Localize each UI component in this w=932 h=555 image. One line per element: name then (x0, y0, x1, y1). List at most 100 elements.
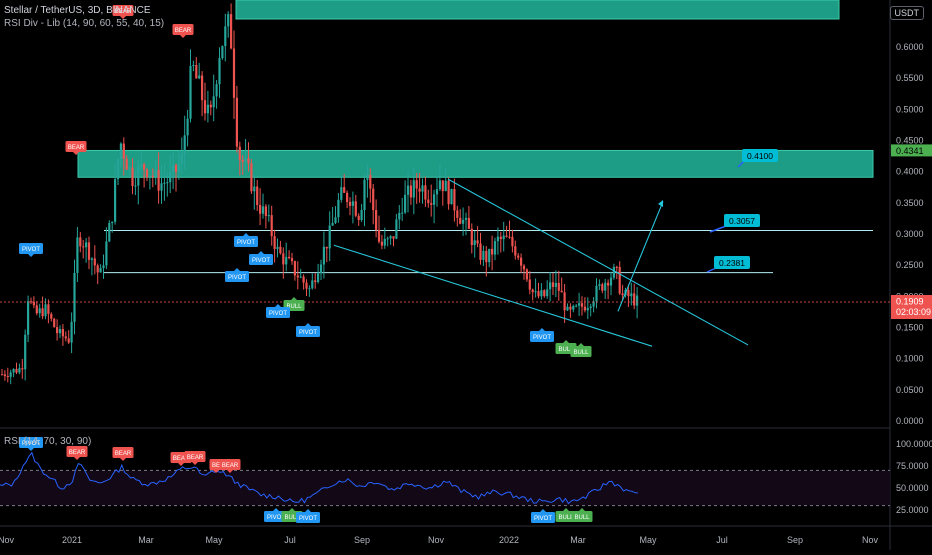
pivot-badge-box (249, 254, 273, 265)
symbol-title: Stellar / TetherUS, 3D, BINANCE (4, 5, 151, 16)
candle-body (137, 166, 140, 186)
candle-body (444, 180, 447, 192)
price-tick: 0.2500 (896, 260, 924, 270)
candle-body (105, 241, 108, 266)
candle-body (430, 203, 433, 205)
candle-body (575, 305, 578, 307)
candle-body (241, 159, 244, 162)
price-tick: 0.3000 (896, 229, 924, 239)
candle-body (21, 368, 24, 370)
candle-body (67, 338, 70, 343)
candle-body (447, 180, 450, 205)
candle-body (172, 164, 175, 173)
bull-badge-box (571, 511, 593, 522)
candle-body (601, 284, 604, 291)
candle-body (256, 186, 259, 205)
candle-body (569, 306, 572, 310)
candle-body (317, 273, 320, 283)
candle-body (82, 246, 85, 248)
pivot-badge: PIVOT (266, 304, 290, 318)
bull-badge-text: BULL (558, 347, 574, 353)
candle-body (389, 236, 392, 239)
candle-body (488, 248, 491, 263)
rsi-tick: 100.0000 (896, 439, 932, 449)
pivot-badge: PIVOT (296, 509, 320, 523)
candle-body (244, 158, 247, 162)
candle-body (259, 204, 262, 214)
candle-body (302, 276, 305, 283)
candle-body (238, 146, 241, 160)
candle-body (296, 275, 299, 278)
candle-body (412, 180, 415, 198)
lower-channel-line (333, 244, 653, 347)
candle-body (270, 215, 273, 237)
candle-body (586, 308, 589, 311)
candle-body (464, 217, 468, 220)
candle-body (61, 329, 64, 337)
candle-body (290, 258, 294, 262)
candle-body (143, 164, 146, 170)
time-tick: May (639, 535, 657, 545)
candle-body (56, 327, 59, 334)
candle-body (346, 192, 349, 202)
bull-badge-pointer (579, 508, 585, 511)
candle-body (334, 217, 337, 223)
bear-badge-box (112, 447, 134, 458)
candle-body (630, 293, 633, 297)
price-tick: 0.1000 (896, 354, 924, 364)
pivot-badge-box (225, 271, 249, 282)
zone-price-badge (891, 144, 932, 157)
candle-body (499, 236, 502, 240)
bear-badge-text: BEAR (68, 145, 85, 151)
be-badge-box (209, 459, 223, 470)
indicator-title: RSI Div - Lib (14, 90, 60, 55, 40, 15) (4, 18, 165, 29)
pivot-badge-pointer (234, 268, 240, 271)
bear-badge-text: BEAR (115, 9, 132, 15)
rsi-tick: 75.0000 (896, 461, 929, 471)
candle-body (195, 65, 198, 79)
candle-body (148, 175, 151, 178)
candle-body (609, 277, 613, 286)
candle-body (253, 186, 256, 192)
bull-badge-box (570, 346, 592, 357)
candle-body (108, 223, 111, 242)
bear-badge: BEAR (66, 446, 88, 460)
candle-body (174, 164, 178, 172)
pivot-badge-box (266, 307, 290, 318)
bear-badge: BEAR (219, 459, 241, 473)
pivot-badge: PIVOT (19, 243, 43, 257)
candle-body (145, 169, 149, 178)
candle-body (354, 201, 357, 216)
candle-body (282, 253, 285, 265)
candle-body (50, 313, 53, 319)
projection-arrow-line (617, 201, 664, 312)
candle-body (482, 250, 485, 260)
level-label-text: 0.4100 (747, 151, 773, 161)
price-tick: 0.5000 (896, 104, 924, 114)
candle-body (125, 158, 128, 170)
candle-body (572, 305, 575, 310)
candle-body (32, 301, 35, 306)
candle-body (546, 289, 549, 297)
candle-body (589, 306, 592, 309)
pivot-badge-pointer (540, 509, 546, 512)
candle-body (201, 75, 204, 101)
candle-body (206, 104, 209, 114)
candle-body (459, 217, 462, 224)
bull-badge-text: BULL (574, 515, 590, 521)
candle-body (366, 175, 369, 180)
pivot-badge: PIVOT (530, 328, 554, 342)
pivot-badge-box (234, 236, 258, 247)
candle-body (232, 48, 236, 98)
bear-badge-pointer (73, 152, 79, 155)
pivot-badge: PIVOT (531, 509, 555, 523)
pivot-badge-pointer (28, 254, 34, 257)
candle-body (279, 246, 282, 254)
currency-button[interactable]: USDT (889, 6, 924, 20)
time-tick: Nov (428, 535, 445, 545)
pivot-badge-text: PIVOT (22, 441, 40, 447)
pivot-badge-pointer (243, 233, 249, 236)
candle-body (607, 282, 610, 286)
